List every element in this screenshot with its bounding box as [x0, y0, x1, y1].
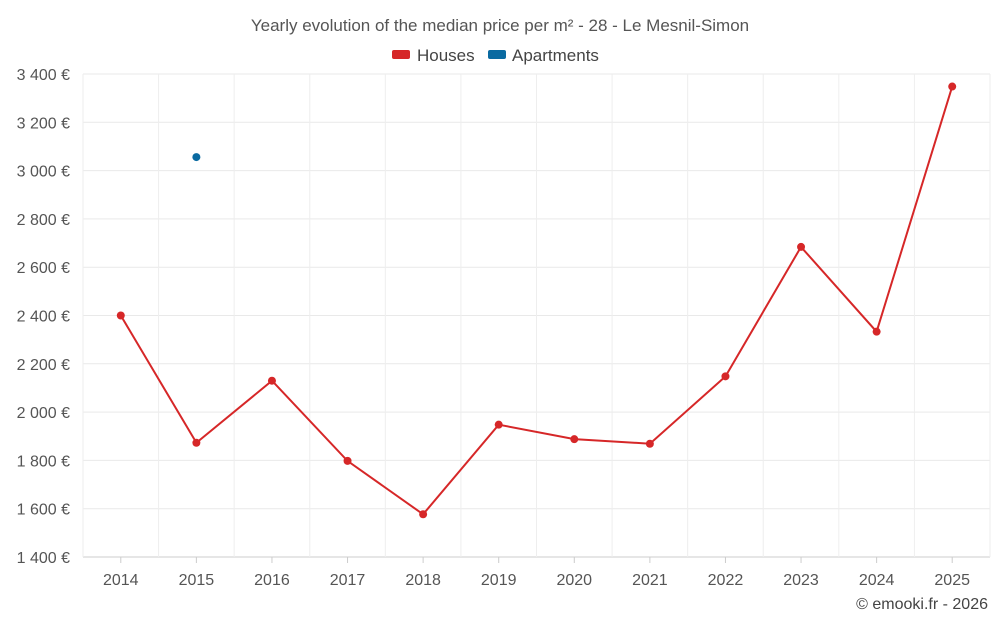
legend-item-apartments[interactable]: Apartments	[488, 46, 599, 65]
data-point-apartments-2015[interactable]	[192, 153, 201, 162]
x-tick-label: 2020	[556, 572, 592, 589]
y-axis: 1 400 € 1 600 € 1 800 € 2 000 € 2 200 € 2 400…	[17, 67, 70, 567]
series-line-houses	[119, 86, 954, 516]
y-tick-label: 1 400 €	[17, 550, 70, 567]
data-point-houses-2022[interactable]	[721, 372, 730, 381]
y-tick-label: 2 800 €	[17, 212, 70, 229]
x-tick-label: 2016	[254, 572, 290, 589]
chart-title: Yearly evolution of the median price per…	[251, 16, 749, 35]
x-tick-label: 2019	[481, 572, 517, 589]
y-tick-label: 3 200 €	[17, 115, 70, 132]
y-tick-label: 3 400 €	[17, 67, 70, 84]
series-layer	[116, 82, 957, 519]
data-point-houses-2016[interactable]	[267, 376, 276, 385]
data-point-houses-2014[interactable]	[116, 311, 125, 320]
data-point-houses-2017[interactable]	[343, 456, 352, 465]
x-tick-label: 2023	[783, 572, 819, 589]
x-tick-label: 2025	[934, 572, 970, 589]
x-tick-label: 2017	[330, 572, 366, 589]
y-tick-label: 1 600 €	[17, 502, 70, 519]
x-tick-label: 2024	[859, 572, 895, 589]
data-point-houses-2018[interactable]	[419, 510, 428, 519]
data-point-houses-2019[interactable]	[494, 420, 503, 429]
legend-swatch-houses	[392, 50, 410, 59]
legend-item-houses[interactable]: Houses	[392, 46, 475, 65]
data-point-houses-2015[interactable]	[192, 438, 201, 447]
legend-swatch-apartments	[488, 50, 506, 59]
y-tick-label: 2 600 €	[17, 260, 70, 277]
legend-label-houses: Houses	[417, 46, 475, 65]
x-tick-label: 2015	[179, 572, 215, 589]
y-tick-label: 2 000 €	[17, 405, 70, 422]
data-point-houses-2023[interactable]	[797, 242, 806, 251]
y-tick-label: 1 800 €	[17, 453, 70, 470]
x-tick-label: 2014	[103, 572, 139, 589]
data-point-houses-2024[interactable]	[872, 327, 881, 336]
y-tick-label: 2 400 €	[17, 309, 70, 326]
x-tick-label: 2018	[405, 572, 441, 589]
legend-label-apartments: Apartments	[512, 46, 599, 65]
x-tick-label: 2021	[632, 572, 668, 589]
data-point-houses-2025[interactable]	[948, 82, 957, 91]
grid	[82, 73, 991, 558]
y-tick-label: 2 200 €	[17, 357, 70, 374]
credit-text: © emooki.fr - 2026	[856, 596, 988, 613]
y-tick-label: 3 000 €	[17, 164, 70, 181]
data-point-houses-2020[interactable]	[570, 435, 579, 444]
x-axis: 2014 2015 2016 2017 2018 2019 2020 2021 2022 2023…	[103, 557, 970, 589]
legend: Houses Apartments	[392, 46, 599, 65]
x-tick-label: 2022	[708, 572, 744, 589]
data-point-houses-2021[interactable]	[645, 439, 654, 448]
